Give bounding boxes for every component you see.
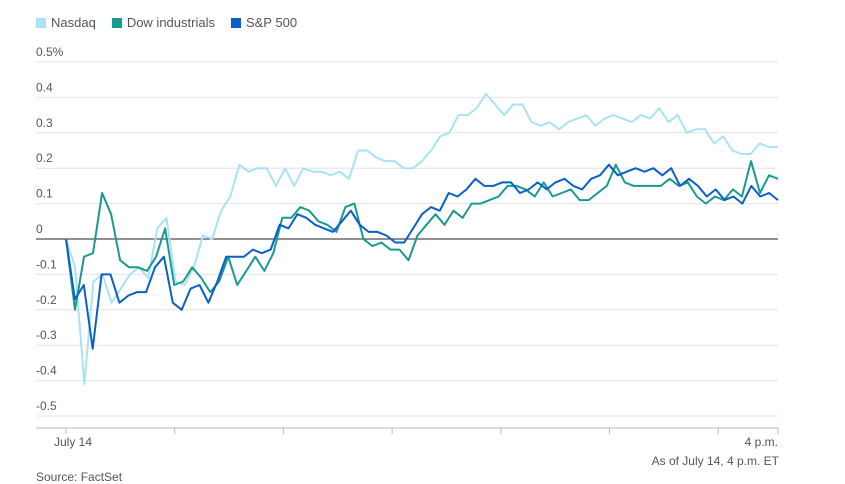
y-tick-label: -0.2 xyxy=(36,293,57,307)
y-tick-label: -0.3 xyxy=(36,328,57,342)
legend-label: Nasdaq xyxy=(51,15,96,30)
source-note: Source: FactSet xyxy=(36,470,123,484)
y-tick-label: 0.5% xyxy=(36,45,64,59)
y-tick-label: 0 xyxy=(36,222,43,236)
legend-label: S&P 500 xyxy=(245,15,298,30)
y-tick-label: 0.1 xyxy=(36,187,53,201)
y-tick-label: -0.5 xyxy=(36,399,57,413)
legend-swatch xyxy=(111,17,122,28)
x-tick-label-start: July 14 xyxy=(54,435,92,449)
series-line-s-p-500 xyxy=(65,163,779,350)
legend-item: Nasdaq xyxy=(36,15,96,30)
y-tick-label: 0.4 xyxy=(36,80,53,94)
chart-legend: Nasdaq Dow industrials S&P 500 xyxy=(36,15,297,30)
legend-item: S&P 500 xyxy=(230,15,298,30)
y-tick-label: -0.4 xyxy=(36,364,57,378)
legend-item: Dow industrials xyxy=(111,15,215,30)
series-line-nasdaq xyxy=(65,92,778,386)
y-tick-label: 0.2 xyxy=(36,151,53,165)
y-tick-label: 0.3 xyxy=(36,116,53,130)
y-axis-ticks: 0.5% 0.4 0.3 0.2 0.1 0 -0.1 -0.2 -0.3 -0.4 -0.5 xyxy=(36,45,64,413)
x-tick-label-end: 4 p.m. xyxy=(745,435,778,449)
x-axis: July 14 4 p.m. xyxy=(36,427,779,449)
legend-swatch xyxy=(36,17,46,28)
legend-label: Dow industrials xyxy=(126,15,215,30)
series-line-dow-industrials xyxy=(65,160,779,311)
y-tick-label: -0.1 xyxy=(36,257,57,271)
as-of-note: As of July 14, 4 p.m. ET xyxy=(651,454,779,468)
legend-swatch xyxy=(230,17,241,28)
series-lines xyxy=(65,92,779,386)
